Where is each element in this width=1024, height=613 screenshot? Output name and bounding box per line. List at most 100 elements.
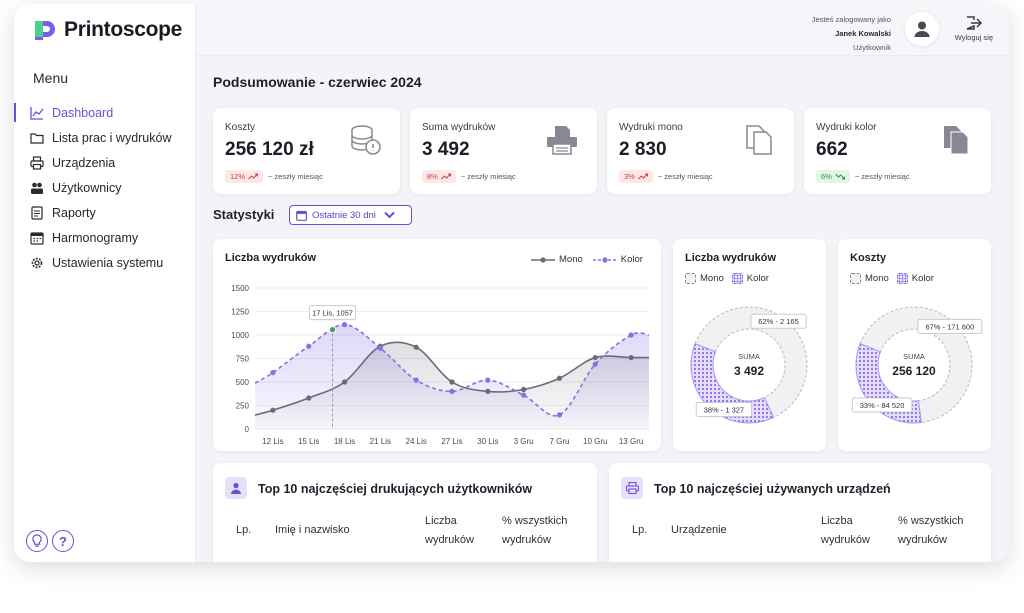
sidebar-item-label: Ustawienia systemu	[52, 255, 164, 270]
kpi-card-costs: Koszty 256 120 zł 12% ~ zeszły miesiąc	[213, 108, 400, 194]
menu-title: Menu	[33, 70, 69, 86]
copy-filled-icon	[939, 124, 973, 161]
column-header: Lp.	[236, 524, 252, 536]
avatar[interactable]	[905, 12, 939, 46]
slice-label-mono: 67% - 171 600	[925, 322, 974, 331]
legend-mono-label: Mono	[865, 273, 889, 284]
slice-label-kolor-box	[695, 402, 753, 418]
lightbulb-icon[interactable]	[26, 530, 48, 552]
slice-label-mono-box	[750, 313, 807, 329]
legend-mono-marker	[531, 256, 555, 263]
sidebar-item-label: Lista prac i wydruków	[52, 130, 172, 145]
donut-center-value: 3 492	[734, 364, 764, 378]
x-tick-label: 27 Lis	[441, 437, 462, 446]
kpi-label: Suma wydruków	[422, 122, 496, 133]
logout-button[interactable]: Wyloguj się	[955, 15, 993, 42]
data-point-kolor	[341, 322, 348, 328]
data-point-kolor	[377, 345, 383, 351]
column-header: % wszystkich wydruków	[898, 515, 964, 546]
data-point-kolor	[485, 377, 491, 383]
sidebar-item-settings[interactable]: Ustawienia systemu	[14, 250, 196, 275]
top-bar: Jesteś zalogowany jako Janek Kowalski Uż…	[196, 4, 1009, 56]
kpi-label: Wydruki mono	[619, 122, 683, 133]
donut-center-label: SUMA	[738, 352, 760, 361]
date-range-select[interactable]: Ostatnie 30 dni	[289, 205, 412, 225]
sidebar-item-users[interactable]: Użytkownicy	[14, 175, 196, 200]
folder-icon	[30, 131, 44, 145]
legend-mono-swatch	[850, 273, 861, 284]
data-point-mono	[270, 407, 276, 413]
data-point-kolor	[413, 377, 419, 383]
x-tick-label: 21 Lis	[370, 437, 391, 446]
x-tick-label: 18 Lis	[334, 437, 355, 446]
data-point-mono	[628, 354, 634, 361]
chart-title: Koszty	[850, 252, 887, 264]
chart-title: Liczba wydruków	[225, 252, 317, 264]
app-window: Printoscope Menu Dashboard Lista prac i …	[14, 4, 1009, 562]
logout-label: Wyloguj się	[954, 33, 993, 42]
users-icon	[30, 181, 44, 195]
sidebar-item-reports[interactable]: Raporty	[14, 200, 196, 225]
data-point-mono	[521, 386, 527, 393]
stats-title: Statystyki	[213, 207, 275, 222]
slice-label-mono: 62% - 2 165	[758, 317, 798, 326]
legend-kolor-label: Kolor	[620, 254, 643, 265]
sidebar-item-schedules[interactable]: Harmonogramy	[14, 225, 196, 250]
app-name: Printoscope	[64, 18, 183, 41]
column-header: Liczba wydruków	[821, 515, 870, 546]
data-point-mono	[485, 388, 491, 394]
trend-compare: ~ zeszły miesiąc	[460, 172, 516, 181]
sidebar-item-label: Raporty	[52, 205, 96, 220]
data-point-kolor	[628, 332, 634, 338]
user-icon	[914, 21, 930, 37]
sidebar-nav: Dashboard Lista prac i wydruków Urządzen…	[14, 100, 196, 275]
chart-legend: Mono Kolor	[531, 254, 643, 265]
sidebar-item-dashboard[interactable]: Dashboard	[14, 100, 196, 125]
data-point-kolor	[270, 370, 276, 376]
data-point-kolor	[521, 392, 527, 398]
trend-up-icon	[637, 173, 648, 180]
trend-badge: 3%	[619, 170, 653, 183]
data-point-mono	[341, 379, 348, 385]
kpi-card-mono-prints: Wydruki mono 2 830 3% ~ zeszły miesiąc	[607, 108, 794, 194]
trend-badge: 8%	[422, 170, 456, 183]
report-icon	[30, 205, 44, 220]
y-tick-label: 1250	[231, 308, 249, 317]
column-header: Urządzenie	[671, 524, 727, 536]
copy-outline-icon	[742, 124, 776, 161]
sidebar-item-devices[interactable]: Urządzenia	[14, 150, 196, 175]
legend-mono-label: Mono	[700, 273, 724, 284]
donut-center-label: SUMA	[903, 352, 925, 361]
chevron-down-icon	[384, 211, 395, 219]
sidebar-item-jobs[interactable]: Lista prac i wydruków	[14, 125, 196, 150]
slice-mono	[694, 306, 808, 419]
x-tick-label: 7 Gru	[549, 437, 569, 446]
logged-as-label: Jesteś zalogowany jako	[811, 15, 891, 24]
donut-legend: Mono Kolor	[685, 273, 769, 284]
y-tick-label: 1000	[231, 331, 249, 340]
legend-kolor-marker	[592, 256, 617, 263]
slice-label-kolor: 38% - 1 327	[704, 406, 744, 415]
kpi-card-total-prints: Suma wydruków 3 492 8% ~ zeszły miesiąc	[410, 108, 597, 194]
donut-chart-prints: SUMA 3 492 62% - 2 165 38% - 1 327	[690, 306, 808, 424]
chart-title: Liczba wydruków	[685, 252, 777, 264]
app-logo[interactable]: Printoscope	[32, 18, 182, 42]
donut-card-costs: Koszty Mono Kolor SUMA 256 120 67% - 171 6…	[838, 239, 991, 451]
x-tick-label: 12 Lis	[262, 437, 283, 446]
slice-label-kolor: 33% - 84 520	[860, 401, 905, 410]
y-tick-label: 1500	[231, 284, 249, 293]
tooltip-box	[309, 305, 357, 321]
kpi-card-color-prints: Wydruki kolor 662 6% ~ zeszły miesiąc	[804, 108, 991, 194]
user-icon	[225, 477, 247, 499]
chart-line-icon	[30, 106, 44, 120]
data-point-mono	[306, 395, 312, 401]
tooltip-point	[328, 325, 337, 334]
logout-icon	[966, 16, 982, 30]
data-point-kolor	[449, 388, 455, 394]
logo-icon	[35, 21, 55, 40]
trend-badge: 12%	[225, 170, 264, 183]
slice-label-mono-box	[917, 318, 983, 334]
data-point-mono	[413, 344, 419, 350]
date-range-value: Ostatnie 30 dni	[312, 209, 376, 221]
help-icon[interactable]: ?	[52, 530, 74, 552]
